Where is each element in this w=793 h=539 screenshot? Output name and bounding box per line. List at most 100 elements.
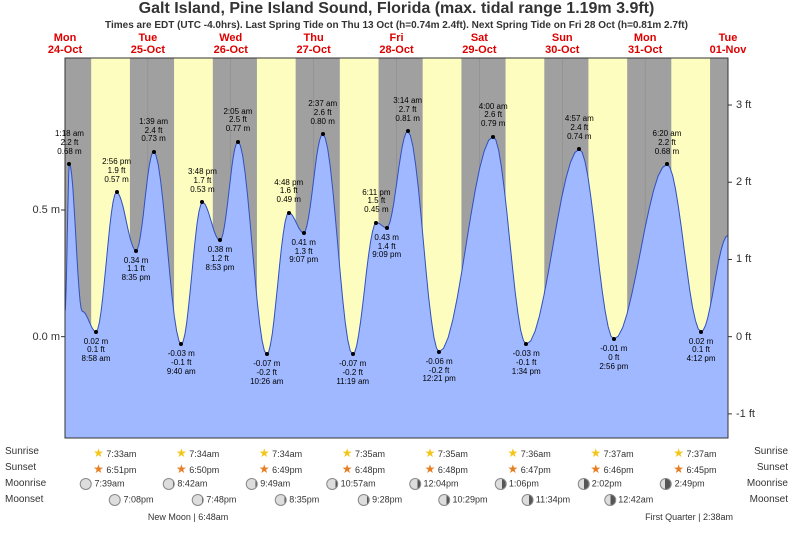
tide-point: [179, 342, 183, 346]
tide-point: [67, 162, 71, 166]
moonset-time: 12:42am: [604, 494, 654, 506]
moonrise-time: 12:04pm: [409, 478, 459, 490]
tide-point: [351, 352, 355, 356]
tide-point: [406, 129, 410, 133]
tide-point: [374, 221, 378, 225]
day-label: Sat29-Oct: [462, 32, 496, 56]
tide-point: [385, 226, 389, 230]
tide-point: [287, 211, 291, 215]
sunset-time: ★ 6:48pm: [425, 462, 468, 476]
tide-label: 2:05 am2.5 ft0.77 m: [223, 108, 252, 134]
row-label: Moonrise: [747, 478, 788, 489]
moonrise-time: 10:57am: [326, 478, 376, 490]
sunrise-time: ★ 7:35am: [342, 446, 385, 460]
tide-point: [321, 132, 325, 136]
tide-label: -0.03 m-0.1 ft1:34 pm: [512, 350, 541, 376]
y-tick-ft: 2 ft: [736, 176, 751, 188]
tide-label: 1:18 am2.2 ft0.68 m: [55, 130, 84, 156]
y-tick-ft: 3 ft: [736, 99, 751, 111]
day-label: Tue25-Oct: [131, 32, 165, 56]
row-label: Sunrise: [5, 446, 39, 457]
tide-point: [491, 135, 495, 139]
row-label: Moonset: [5, 494, 43, 505]
tide-point: [437, 350, 441, 354]
row-label: Sunset: [757, 462, 788, 473]
moonset-time: 7:08pm: [109, 494, 154, 506]
day-label: Mon31-Oct: [628, 32, 662, 56]
tide-label: 2:56 pm1.9 ft0.57 m: [102, 158, 131, 184]
moonrise-time: 2:49pm: [660, 478, 705, 490]
tide-point: [302, 231, 306, 235]
sunset-time: ★ 6:45pm: [673, 462, 716, 476]
moon-phase-note: First Quarter | 2:38am: [645, 512, 733, 522]
tide-label: -0.01 m0 ft2:56 pm: [599, 345, 628, 371]
tide-label: 0.34 m1.1 ft8:35 pm: [122, 257, 151, 283]
tide-point: [200, 200, 204, 204]
moonset-time: 7:48pm: [192, 494, 237, 506]
y-tick-ft: 1 ft: [736, 253, 751, 265]
day-label: Sun30-Oct: [545, 32, 579, 56]
sunset-time: ★ 6:47pm: [507, 462, 550, 476]
tide-label: 3:48 pm1.7 ft0.53 m: [188, 168, 217, 194]
tide-chart: Galt Island, Pine Island Sound, Florida …: [0, 0, 793, 539]
sunset-time: ★ 6:51pm: [93, 462, 136, 476]
tide-label: 1:39 am2.4 ft0.73 m: [139, 118, 168, 144]
moonset-time: 8:35pm: [275, 494, 320, 506]
moonrise-time: 9:49am: [246, 478, 291, 490]
tide-label: 2:37 am2.6 ft0.80 m: [308, 100, 337, 126]
tide-label: -0.07 m-0.2 ft10:26 am: [250, 360, 283, 386]
day-label: Thu27-Oct: [297, 32, 331, 56]
tide-label: 6:20 am2.2 ft0.68 m: [653, 130, 682, 156]
sunrise-time: ★ 7:33am: [93, 446, 136, 460]
day-label: Mon24-Oct: [48, 32, 82, 56]
tide-label: 4:57 am2.4 ft0.74 m: [565, 115, 594, 141]
moonset-time: 10:29pm: [438, 494, 488, 506]
tide-label: -0.03 m-0.1 ft9:40 am: [167, 350, 196, 376]
row-label: Sunset: [5, 462, 36, 473]
sunset-time: ★ 6:48pm: [342, 462, 385, 476]
sunset-time: ★ 6:50pm: [176, 462, 219, 476]
sunset-time: ★ 6:46pm: [590, 462, 633, 476]
tide-label: 0.02 m0.1 ft8:58 am: [82, 338, 111, 364]
tide-point: [115, 190, 119, 194]
tide-label: 4:48 pm1.6 ft0.49 m: [274, 179, 303, 205]
tide-point: [612, 337, 616, 341]
tide-point: [665, 162, 669, 166]
tide-label: 6:11 pm1.5 ft0.45 m: [362, 189, 390, 215]
sunrise-time: ★ 7:34am: [259, 446, 302, 460]
tide-label: 0.43 m1.4 ft9:09 pm: [372, 234, 401, 260]
row-label: Moonrise: [5, 478, 46, 489]
tide-label: 0.41 m1.3 ft9:07 pm: [289, 239, 318, 265]
sunset-time: ★ 6:49pm: [259, 462, 302, 476]
moonrise-time: 7:39am: [80, 478, 125, 490]
moonrise-time: 1:06pm: [494, 478, 539, 490]
tide-point: [218, 238, 222, 242]
tide-point: [152, 150, 156, 154]
y-tick-ft: -1 ft: [736, 408, 755, 420]
y-tick-ft: 0 ft: [736, 331, 751, 343]
tide-point: [524, 342, 528, 346]
day-label: Tue01-Nov: [710, 32, 747, 56]
tide-point: [699, 330, 703, 334]
tide-point: [134, 249, 138, 253]
sunrise-time: ★ 7:37am: [673, 446, 716, 460]
tide-point: [577, 147, 581, 151]
moonset-time: 9:28pm: [358, 494, 403, 506]
moonset-time: 11:34pm: [521, 494, 570, 506]
moonrise-time: 8:42am: [163, 478, 208, 490]
day-label: Wed26-Oct: [214, 32, 248, 56]
tide-label: 0.38 m1.2 ft8:53 pm: [206, 246, 235, 272]
tide-point: [236, 140, 240, 144]
sunrise-time: ★ 7:34am: [176, 446, 219, 460]
y-tick-m: 0.5 m: [5, 204, 60, 216]
tide-point: [94, 330, 98, 334]
moonrise-time: 2:02pm: [577, 478, 622, 490]
tide-label: 3:14 am2.7 ft0.81 m: [393, 97, 422, 123]
sunrise-time: ★ 7:35am: [425, 446, 468, 460]
sunrise-time: ★ 7:36am: [507, 446, 550, 460]
sunrise-time: ★ 7:37am: [590, 446, 633, 460]
tide-label: -0.06 m-0.2 ft12:21 pm: [422, 358, 455, 384]
tide-point: [265, 352, 269, 356]
tide-label: 4:00 am2.6 ft0.79 m: [479, 103, 508, 129]
tide-label: -0.07 m-0.2 ft11:19 am: [336, 360, 369, 386]
